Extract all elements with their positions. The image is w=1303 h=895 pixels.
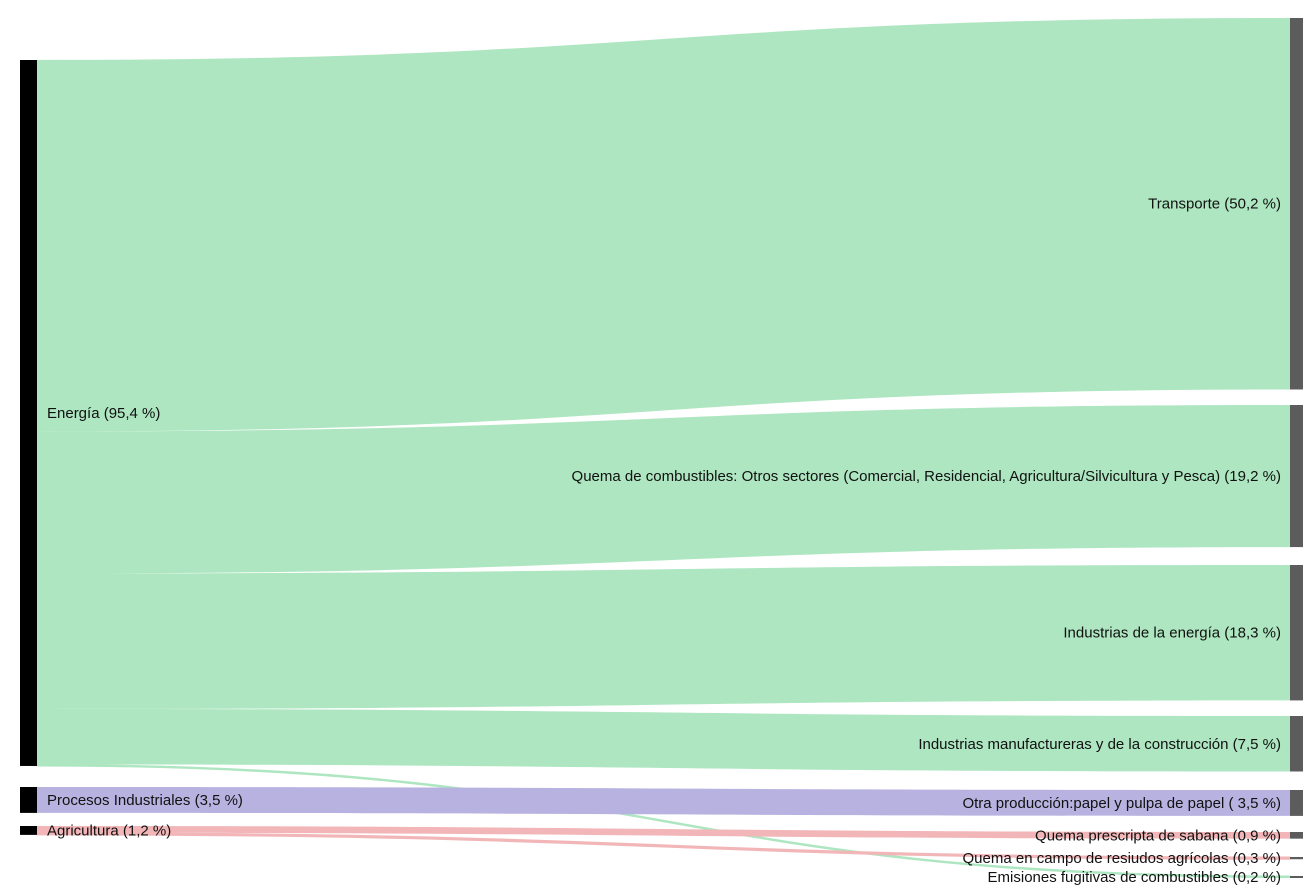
target-node-manufactureras (1290, 716, 1303, 772)
flow-energia-to-manufactureras (37, 708, 1290, 772)
target-node-fugitivas (1290, 876, 1303, 878)
sankey-links (36, 18, 1291, 878)
source-node-energia (20, 60, 37, 766)
target-node-papel (1290, 790, 1303, 816)
target-node-sabana (1290, 832, 1303, 839)
target-label-sabana: Quema prescripta de sabana (0,9 %) (1035, 827, 1281, 844)
target-node-otros_sectores (1290, 405, 1303, 548)
target-node-transporte (1290, 18, 1303, 390)
target-node-residuos (1290, 857, 1303, 860)
target-label-manufactureras: Industrias manufactureras y de la constr… (918, 736, 1281, 753)
target-label-papel: Otra producción:papel y pulpa de papel (… (962, 795, 1281, 812)
flow-energia-to-industrias_energia (37, 565, 1290, 709)
sankey-nodes (20, 18, 1303, 878)
target-label-transporte: Transporte (50,2 %) (1148, 196, 1281, 213)
target-label-fugitivas: Emisiones fugitivas de combustibles (0,2… (988, 869, 1281, 886)
source-node-procesos (20, 787, 37, 813)
flow-energia-to-transporte (37, 18, 1290, 432)
source-label-energia: Energía (95,4 %) (47, 405, 160, 422)
flow-procesos-to-papel (37, 787, 1290, 816)
sankey-labels: Energía (95,4 %) Procesos Industriales (3… (47, 196, 1281, 886)
source-label-agricultura: Agricultura (1,2 %) (47, 822, 171, 839)
target-label-residuos: Quema en campo de resiudos agrícolas (0,… (963, 850, 1282, 867)
source-label-procesos: Procesos Industriales (3,5 %) (47, 792, 243, 809)
target-node-industrias_energia (1290, 565, 1303, 701)
flow-energia-to-otros_sectores (37, 405, 1290, 574)
flow-agricultura-to-sabana (37, 826, 1290, 839)
target-label-industrias_energia: Industrias de la energía (18,3 %) (1063, 625, 1281, 642)
source-node-agricultura (20, 826, 37, 835)
target-label-otros_sectores: Quema de combustibles: Otros sectores (C… (572, 468, 1281, 485)
